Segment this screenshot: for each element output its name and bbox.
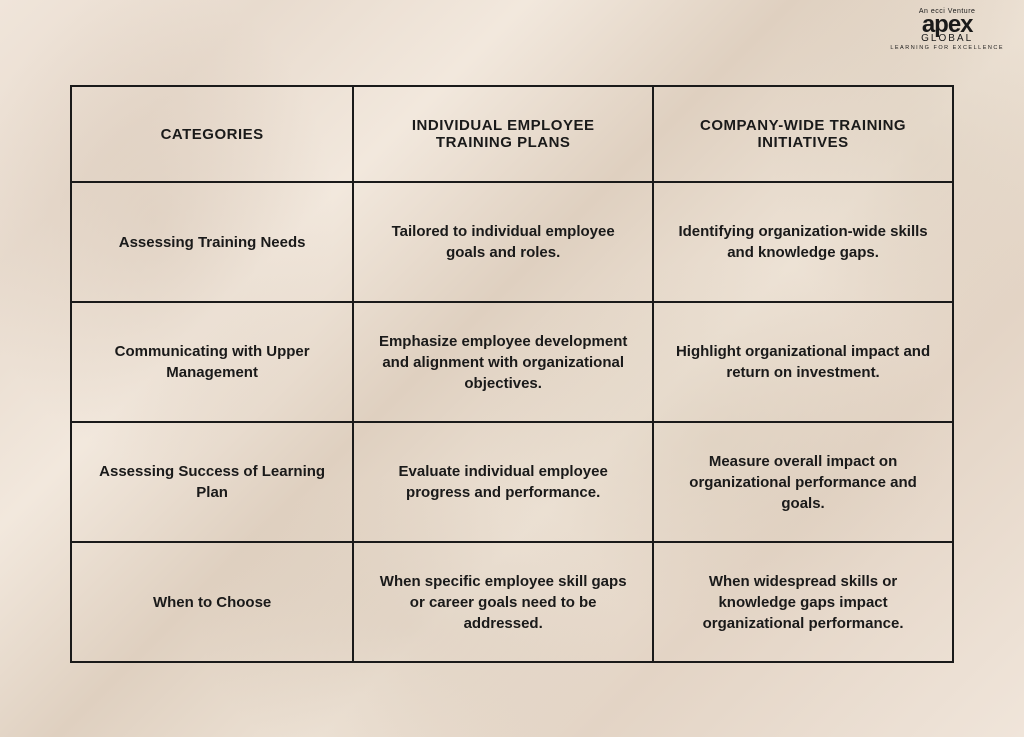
cell-category: Communicating with Upper Management	[71, 302, 353, 422]
cell-company: Highlight organizational impact and retu…	[653, 302, 953, 422]
cell-category: Assessing Success of Learning Plan	[71, 422, 353, 542]
cell-company: Identifying organization-wide skills and…	[653, 182, 953, 302]
table-row: Assessing Success of Learning Plan Evalu…	[71, 422, 953, 542]
cell-individual: Evaluate individual employee progress an…	[353, 422, 653, 542]
table-row: Communicating with Upper Management Emph…	[71, 302, 953, 422]
header-company: COMPANY-WIDE TRAINING INITIATIVES	[653, 86, 953, 182]
logo: An ecci Venture apex GLOBAL Learning for…	[890, 8, 1004, 51]
logo-tagline: Learning for Excellence	[890, 45, 1004, 51]
logo-main-text: apex	[890, 15, 1004, 35]
cell-individual: Tailored to individual employee goals an…	[353, 182, 653, 302]
cell-individual: Emphasize employee development and align…	[353, 302, 653, 422]
cell-category: When to Choose	[71, 542, 353, 662]
comparison-table: CATEGORIES INDIVIDUAL EMPLOYEE TRAINING …	[70, 85, 954, 663]
table-row: Assessing Training Needs Tailored to ind…	[71, 182, 953, 302]
header-categories: CATEGORIES	[71, 86, 353, 182]
cell-company: Measure overall impact on organizational…	[653, 422, 953, 542]
cell-company: When widespread skills or knowledge gaps…	[653, 542, 953, 662]
table-header-row: CATEGORIES INDIVIDUAL EMPLOYEE TRAINING …	[71, 86, 953, 182]
table-row: When to Choose When specific employee sk…	[71, 542, 953, 662]
cell-individual: When specific employee skill gaps or car…	[353, 542, 653, 662]
header-individual: INDIVIDUAL EMPLOYEE TRAINING PLANS	[353, 86, 653, 182]
cell-category: Assessing Training Needs	[71, 182, 353, 302]
comparison-table-container: CATEGORIES INDIVIDUAL EMPLOYEE TRAINING …	[70, 85, 954, 663]
logo-sub-text: GLOBAL	[890, 33, 1004, 44]
